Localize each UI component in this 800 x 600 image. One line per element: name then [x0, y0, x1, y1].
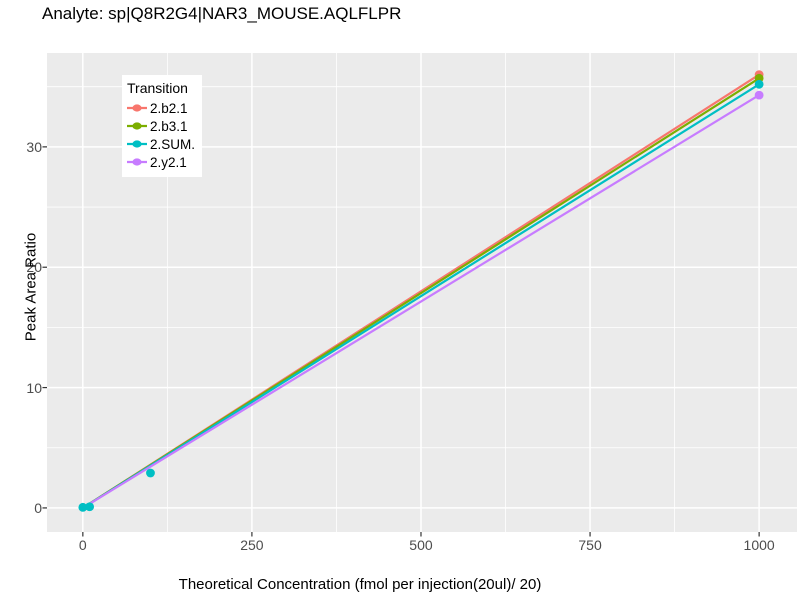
- legend-item-label: 2.SUM.: [150, 136, 196, 152]
- legend-item-2.SUM.: 2.SUM.: [127, 135, 202, 153]
- data-point-2.y2.1: [754, 90, 764, 100]
- x-tick-label: 750: [578, 537, 602, 553]
- legend: Transition 2.b2.1 2.b3.1 2.SUM. 2.y2.1: [122, 75, 202, 177]
- data-point-2.b3.1: [754, 73, 764, 83]
- legend-items: 2.b2.1 2.b3.1 2.SUM. 2.y2.1: [127, 99, 202, 171]
- x-axis-title: Theoretical Concentration (fmol per inje…: [178, 576, 542, 593]
- y-tick-label: 10: [26, 379, 42, 396]
- series-lines: [81, 73, 761, 510]
- legend-title: Transition: [127, 80, 188, 96]
- y-tick-label: 0: [34, 499, 42, 516]
- legend-item-label: 2.y2.1: [150, 154, 187, 170]
- y-tick-label: 20: [26, 259, 42, 276]
- y-tick-label: 30: [26, 138, 42, 155]
- series-line-2.SUM.: [81, 83, 761, 510]
- x-tick-label: 250: [240, 537, 264, 553]
- legend-item-2.b2.1: 2.b2.1: [127, 99, 202, 117]
- x-tick-label: 1000: [743, 537, 775, 553]
- legend-key-icon: [127, 140, 147, 148]
- data-point-2.SUM.: [146, 468, 155, 478]
- legend-key-icon: [127, 104, 147, 112]
- series-points: [78, 70, 764, 512]
- chart-title: Analyte: sp|Q8R2G4|NAR3_MOUSE.AQLFLPR: [42, 4, 402, 23]
- data-point-2.SUM.: [85, 502, 95, 512]
- y-axis-title: Peak Area Ratio: [22, 232, 40, 342]
- legend-item-label: 2.b3.1: [150, 118, 188, 134]
- x-tick-label: 500: [409, 537, 433, 553]
- data-point-2.SUM.: [78, 502, 88, 512]
- series-line-2.y2.1: [81, 94, 761, 510]
- legend-key-icon: [127, 158, 147, 166]
- data-point-2.SUM.: [754, 79, 764, 89]
- legend-item-2.y2.1: 2.y2.1: [127, 153, 202, 171]
- legend-item-label: 2.b2.1: [150, 100, 188, 116]
- x-tick-label: 0: [78, 537, 87, 553]
- legend-key-icon: [127, 122, 147, 130]
- axis-tick-marks: [42, 146, 760, 537]
- legend-item-2.b3.1: 2.b3.1: [127, 117, 202, 135]
